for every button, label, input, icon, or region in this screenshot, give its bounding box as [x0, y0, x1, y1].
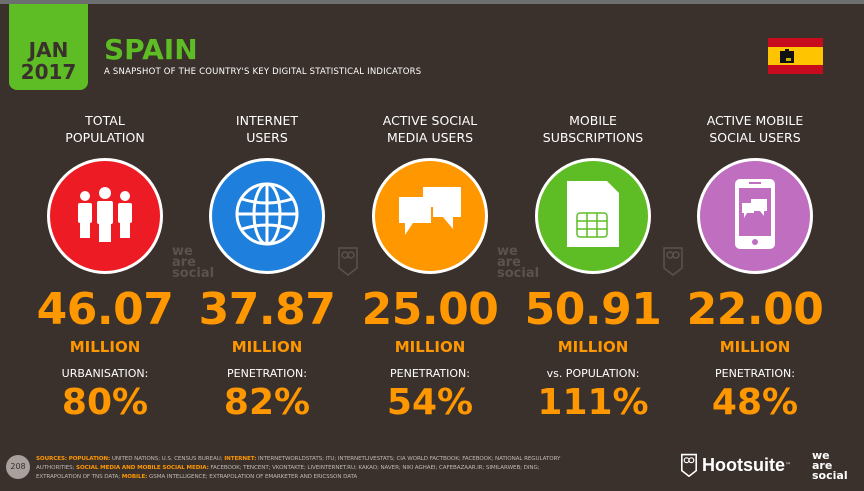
hootsuite-owl-icon	[681, 453, 697, 477]
stat-value: 22.00	[686, 284, 824, 335]
stat-column: ACTIVE SOCIAL MEDIA USERS 25.00 MILLION PENE…	[350, 112, 510, 423]
stat-icon-circle	[535, 158, 651, 274]
stat-sub-label: PENETRATION:	[227, 367, 307, 380]
we-are-social-logo: we are social	[812, 449, 848, 482]
date-badge: JAN 2017	[9, 4, 88, 90]
hootsuite-logo: Hootsuite ™	[680, 453, 791, 477]
top-bar	[0, 0, 864, 4]
hootsuite-wordmark: Hootsuite	[702, 454, 785, 475]
stat-sub-value: 111%	[537, 382, 649, 423]
stat-sub-label: vs. POPULATION:	[546, 367, 640, 380]
stat-unit: MILLION	[69, 338, 141, 356]
sim-card-icon	[565, 179, 621, 253]
page-title: SPAIN	[104, 33, 198, 66]
stat-unit: MILLION	[719, 338, 791, 356]
stat-column: TOTAL POPULATION 46.07 MILLION URBANISATION:…	[25, 112, 185, 423]
stat-sub-value: 82%	[223, 382, 311, 423]
we-are-social-watermark: we are social	[497, 244, 540, 281]
stat-icon-circle	[209, 158, 325, 274]
stat-sub-value: 54%	[386, 382, 474, 423]
stat-heading: ACTIVE SOCIAL MEDIA USERS	[382, 113, 478, 145]
stat-column: ACTIVE MOBILE SOCIAL USERS 22.00 MILLION PEN…	[675, 112, 835, 423]
stat-heading: MOBILE SUBSCRIPTIONS	[542, 113, 644, 145]
hootsuite-owl-watermark-icon	[338, 247, 358, 276]
people-icon	[73, 182, 137, 250]
stat-heading: TOTAL POPULATION	[65, 113, 145, 145]
we-are-social-watermark: we are social	[172, 244, 215, 281]
trademark-symbol: ™	[785, 461, 791, 469]
stat-sub-value: 80%	[61, 382, 149, 423]
hootsuite-owl-watermark-icon	[663, 247, 683, 276]
stat-unit: MILLION	[557, 338, 629, 356]
stat-column: INTERNET USERS 37.87 MILLION PENETRATION: 82%	[187, 112, 347, 423]
stat-sub-label: PENETRATION:	[390, 367, 470, 380]
stat-value: 25.00	[361, 284, 499, 335]
stat-icon-circle	[372, 158, 488, 274]
globe-icon	[232, 179, 302, 253]
stat-unit: MILLION	[231, 338, 303, 356]
spain-flag-icon	[768, 38, 823, 74]
date-month: JAN	[28, 38, 69, 62]
stat-unit: MILLION	[394, 338, 466, 356]
stat-value: 46.07	[36, 284, 174, 335]
stat-column: MOBILE SUBSCRIPTIONS 50.91 MILLION vs. POPUL…	[513, 112, 673, 423]
stat-value: 37.87	[198, 284, 336, 335]
mobile-phone-icon	[733, 177, 777, 255]
date-year: 2017	[20, 60, 77, 84]
stat-sub-label: URBANISATION:	[61, 367, 149, 380]
stat-value: 50.91	[524, 284, 662, 335]
page-subtitle: A SNAPSHOT OF THE COUNTRY'S KEY DIGITAL …	[104, 67, 422, 77]
stat-sub-label: PENETRATION:	[715, 367, 795, 380]
stat-heading: INTERNET USERS	[235, 113, 299, 145]
stat-sub-value: 48%	[711, 382, 799, 423]
speech-bubbles-icon	[395, 179, 465, 253]
page-number: 208	[6, 455, 30, 479]
stat-icon-circle	[47, 158, 163, 274]
stat-icon-circle	[697, 158, 813, 274]
stat-heading: ACTIVE MOBILE SOCIAL USERS	[706, 113, 804, 145]
sources-footer: SOURCES: POPULATION: UNITED NATIONS; U.S…	[36, 456, 561, 480]
